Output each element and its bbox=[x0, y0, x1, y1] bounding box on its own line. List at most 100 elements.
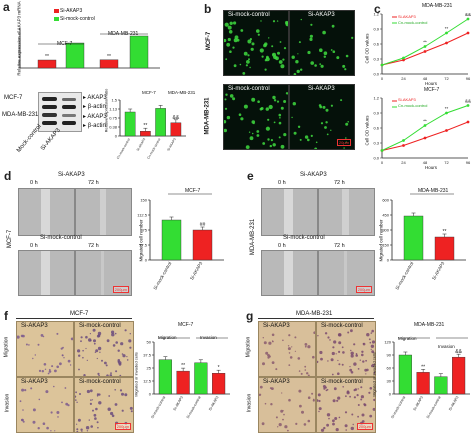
series-line bbox=[381, 105, 469, 151]
a-top-group-mda: MDA-MB-231 bbox=[108, 31, 139, 37]
c-bottom-legend-si: Si-AKAP3 bbox=[398, 97, 416, 102]
b-col-title-mock: Si-mock-control bbox=[228, 12, 270, 18]
cell-dot bbox=[34, 354, 36, 356]
cell-dot bbox=[232, 97, 236, 101]
cell-dot bbox=[370, 332, 373, 334]
blot-lane-mock: Mock-control bbox=[16, 123, 43, 154]
g-header-line bbox=[258, 318, 374, 319]
cell-dot bbox=[90, 425, 93, 428]
bar bbox=[398, 354, 412, 395]
data-point bbox=[466, 17, 470, 21]
significance-mark: && bbox=[465, 99, 471, 104]
scale-bar-d: 200µm bbox=[112, 286, 129, 293]
cell-dot bbox=[224, 128, 227, 133]
cell-dot bbox=[59, 362, 62, 366]
e-top-title: Si-AKAP3 bbox=[300, 172, 327, 178]
bar bbox=[37, 59, 57, 69]
cell-dot bbox=[272, 20, 276, 23]
cell-dot bbox=[294, 350, 296, 352]
cell-dot bbox=[318, 399, 321, 403]
cell-dot bbox=[330, 104, 333, 107]
e-chart-title: MDA-MB-231 bbox=[418, 188, 449, 194]
cell-dot bbox=[275, 56, 279, 61]
cell-dot bbox=[259, 393, 262, 396]
bar bbox=[140, 131, 151, 137]
cell-dot bbox=[264, 42, 268, 46]
cell-dot bbox=[333, 387, 337, 391]
cell-dot bbox=[105, 364, 108, 367]
y-tick-label: 0.9 bbox=[373, 27, 379, 32]
cell-dot bbox=[228, 30, 233, 34]
a-top-group-mcf7: MCF-7 bbox=[57, 41, 73, 47]
cell-dot bbox=[360, 398, 363, 401]
cell-dot bbox=[95, 407, 98, 411]
scratch-gap bbox=[41, 189, 50, 235]
cell-dot bbox=[32, 408, 36, 412]
cell-dot bbox=[275, 368, 278, 371]
bar bbox=[416, 372, 430, 395]
cell-dot bbox=[331, 24, 335, 28]
cell-dot bbox=[76, 428, 79, 431]
cell-dot bbox=[256, 134, 260, 137]
cell-dot bbox=[229, 94, 234, 98]
cell-dot bbox=[227, 37, 231, 42]
cell-dot bbox=[314, 147, 318, 149]
cell-dot bbox=[267, 118, 270, 121]
cell-dot bbox=[121, 353, 124, 355]
blot-protein-actin-2: ▸ β-actin bbox=[83, 123, 106, 129]
cell-dot bbox=[307, 50, 311, 55]
scale-bar-f: 200µm bbox=[114, 423, 131, 430]
cell-dot bbox=[24, 389, 27, 392]
cell-dot bbox=[364, 368, 368, 372]
cell-dot bbox=[79, 393, 81, 395]
cell-dot bbox=[328, 417, 330, 420]
cell-dot bbox=[355, 354, 358, 357]
cell-dot bbox=[322, 30, 326, 35]
x-tick-label: 24 bbox=[401, 160, 406, 165]
chart-a-bottom: 00.380.751.131.5Cn-mock-control Si-AKAP3*… bbox=[109, 98, 186, 160]
b-col-title-mock-2: Si-mock-control bbox=[228, 86, 270, 92]
x-tick-label: 0 bbox=[381, 160, 384, 165]
cell-dot bbox=[259, 48, 264, 53]
y-tick-label: 0.0 bbox=[373, 72, 379, 77]
cell-dot bbox=[265, 107, 269, 111]
cell-dot bbox=[368, 391, 371, 394]
c-bottom-legend-mock: Cn-mock-control bbox=[398, 103, 428, 108]
cell-dot bbox=[92, 328, 96, 332]
blot-band bbox=[42, 97, 57, 101]
cell-dot bbox=[330, 129, 332, 131]
blot-row-mda: MDA-MB-231 bbox=[2, 112, 39, 118]
cell-dot bbox=[32, 357, 34, 360]
cell-dot bbox=[67, 359, 71, 363]
micrograph-b-mcf7-mock: Si-mock-control bbox=[223, 10, 289, 76]
cell-dots bbox=[262, 331, 315, 376]
cell-dot bbox=[70, 337, 73, 341]
significance-mark: && bbox=[173, 115, 180, 121]
y-tick-label: 0.75 bbox=[109, 116, 118, 121]
x-tick-label: Si-mock-control bbox=[150, 395, 166, 419]
cell-dot bbox=[304, 345, 307, 348]
cell-dot bbox=[349, 366, 351, 368]
cell-dot bbox=[248, 131, 251, 133]
blot-band bbox=[42, 113, 57, 117]
cell-dot bbox=[361, 413, 365, 417]
cell-dot bbox=[349, 395, 351, 398]
significance-mark: ** bbox=[423, 119, 427, 124]
cell-dot bbox=[272, 340, 274, 343]
f-col-title-mock-2: Si-mock-control bbox=[79, 379, 121, 385]
cell-dot bbox=[307, 345, 311, 349]
cell-dot bbox=[345, 429, 347, 431]
cell-dot bbox=[261, 55, 264, 58]
cell-dot bbox=[78, 354, 81, 357]
y-tick-label: 300 bbox=[382, 228, 389, 233]
cell-dot bbox=[371, 329, 374, 333]
a-bottom-ylabel: Relative expression ratio bbox=[103, 88, 109, 133]
cell-dot bbox=[345, 54, 349, 58]
scratch-e-si-0h bbox=[261, 188, 318, 236]
blot-band bbox=[62, 121, 76, 125]
cell-dot bbox=[300, 372, 303, 375]
cell-dot bbox=[89, 339, 92, 342]
cell-dot bbox=[335, 428, 339, 432]
cell-dot bbox=[312, 355, 315, 359]
cell-dot bbox=[320, 64, 324, 68]
